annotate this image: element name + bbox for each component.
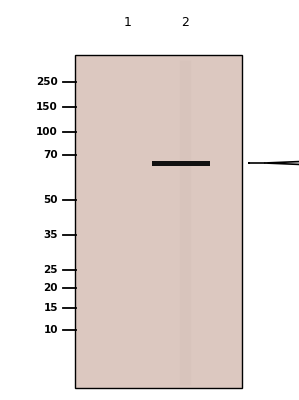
Bar (75, 55, 242, 388)
Text: 100: 100 (36, 127, 58, 137)
Text: 10: 10 (43, 325, 58, 335)
Text: 2: 2 (181, 16, 189, 28)
Text: 1: 1 (124, 16, 132, 28)
Text: 70: 70 (43, 150, 58, 160)
Text: 150: 150 (36, 102, 58, 112)
Text: 35: 35 (43, 230, 58, 240)
Text: 250: 250 (36, 77, 58, 87)
Text: 50: 50 (43, 195, 58, 205)
Text: 25: 25 (43, 265, 58, 275)
Text: 20: 20 (43, 283, 58, 293)
Text: 15: 15 (43, 303, 58, 313)
Bar (152, 160, 210, 166)
